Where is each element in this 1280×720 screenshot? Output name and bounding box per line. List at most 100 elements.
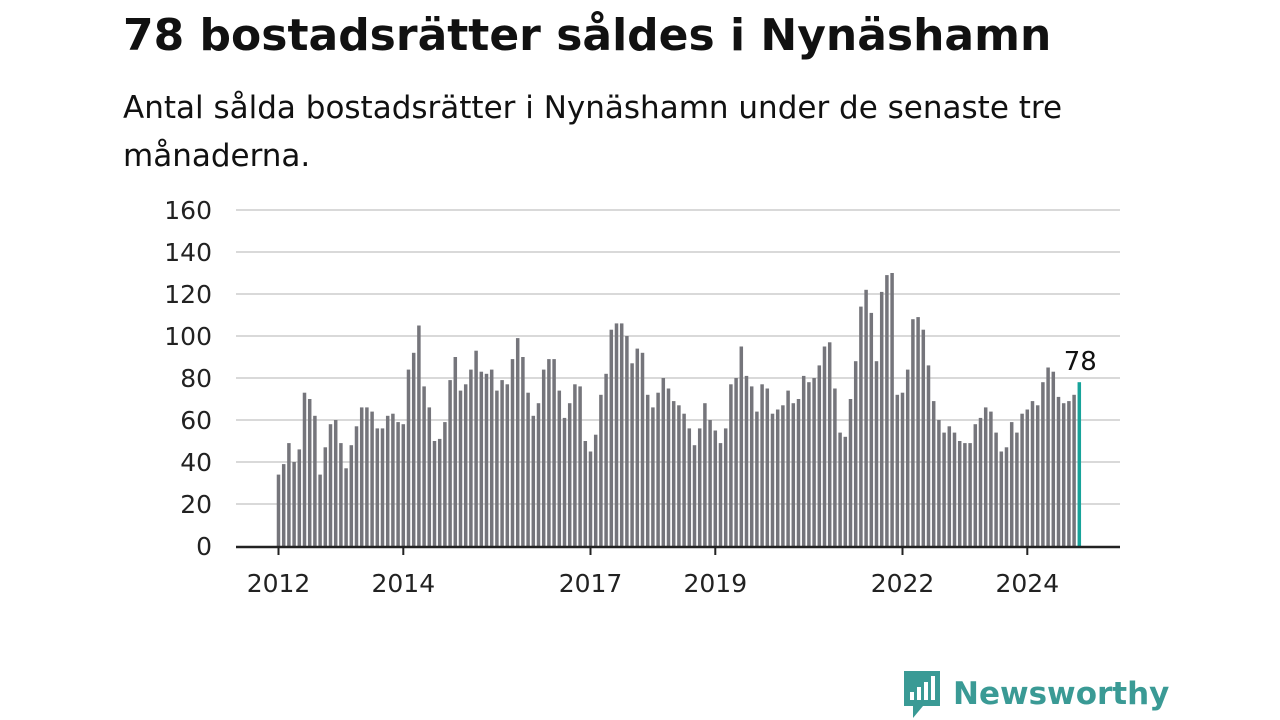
y-axis-labels: 0 20 40 60 80 100 120 140 160 [164,196,212,561]
bar [708,420,712,546]
bar [417,325,421,546]
bar [859,306,863,546]
bar [1061,403,1066,546]
bar [744,375,749,546]
bar [1072,394,1076,546]
bar [739,346,744,546]
bar [557,390,562,546]
bar [323,447,328,546]
bar [469,369,473,546]
bar [489,369,494,546]
x-axis: 2012 2014 2017 2019 2022 2024 [236,545,1120,598]
brand-logo: Newsworthy [901,668,1169,720]
bar [328,424,333,546]
y-tick-label: 20 [180,490,212,519]
y-tick-label: 0 [196,532,212,561]
bar [807,382,811,546]
bar [775,409,780,546]
bar [1015,432,1019,546]
bar [354,426,359,546]
bar [703,403,707,546]
bar [963,443,967,546]
bar [625,336,629,546]
bar [422,386,426,546]
bar [344,468,348,546]
bar [656,392,660,546]
bar [541,369,546,546]
bar [651,407,655,546]
bar [474,350,478,546]
bar [505,384,510,546]
annotations: 78 [1064,347,1097,377]
bar [567,403,572,546]
bar [697,428,702,546]
bar [931,401,936,546]
bar [578,386,582,546]
bar [406,369,411,546]
bar [666,388,671,546]
bar [510,359,515,546]
bar [380,428,385,546]
bar [723,428,728,546]
x-tick-label: 2017 [559,569,623,598]
bar [937,420,941,546]
bar [609,329,614,546]
bar [401,424,406,546]
bar [978,417,983,546]
bar-latest [1077,382,1082,546]
y-tick-label: 140 [164,238,212,267]
y-tick-label: 100 [164,322,212,351]
bar [687,428,692,546]
bar [999,451,1004,546]
bar [833,388,837,546]
bar [921,329,926,546]
bar [1025,409,1030,546]
bar [515,338,520,546]
bar [365,407,369,546]
latest-value-label: 78 [1064,347,1097,377]
y-tick-label: 160 [164,196,212,225]
bar [682,413,686,546]
bar [495,390,499,546]
bar [796,399,801,546]
bar [391,413,395,546]
y-tick-label: 60 [180,406,212,435]
bar [781,405,785,546]
bar [385,415,390,546]
bar [437,438,442,546]
bar [599,394,603,546]
bar [479,371,484,546]
bar [1051,371,1056,546]
bar [838,432,842,546]
bar [614,323,619,546]
chart-title: 78 bostadsrätter såldes i Nynäshamn [123,10,1052,61]
bar [879,291,884,546]
bar [926,365,931,546]
bar [791,403,796,546]
bar [817,365,822,546]
bar [1009,422,1014,546]
bar [973,424,978,546]
bar [989,411,993,546]
bar [297,449,302,546]
bar [640,352,645,546]
bar [1004,447,1009,546]
bar [900,392,905,546]
bar [333,420,338,546]
bar [521,357,525,546]
bar [968,443,972,546]
bar [287,443,291,546]
bar [593,434,598,546]
bar [765,388,770,546]
bar [645,394,650,546]
y-tick-label: 40 [180,448,212,477]
x-tick-label: 2024 [995,569,1059,598]
bar [677,405,681,546]
bar [276,474,281,546]
chart-subtitle: Antal sålda bostadsrätter i Nynäshamn un… [123,90,1063,174]
bar [552,359,556,546]
bar [885,275,889,546]
bar [729,384,733,546]
bar [411,352,416,546]
